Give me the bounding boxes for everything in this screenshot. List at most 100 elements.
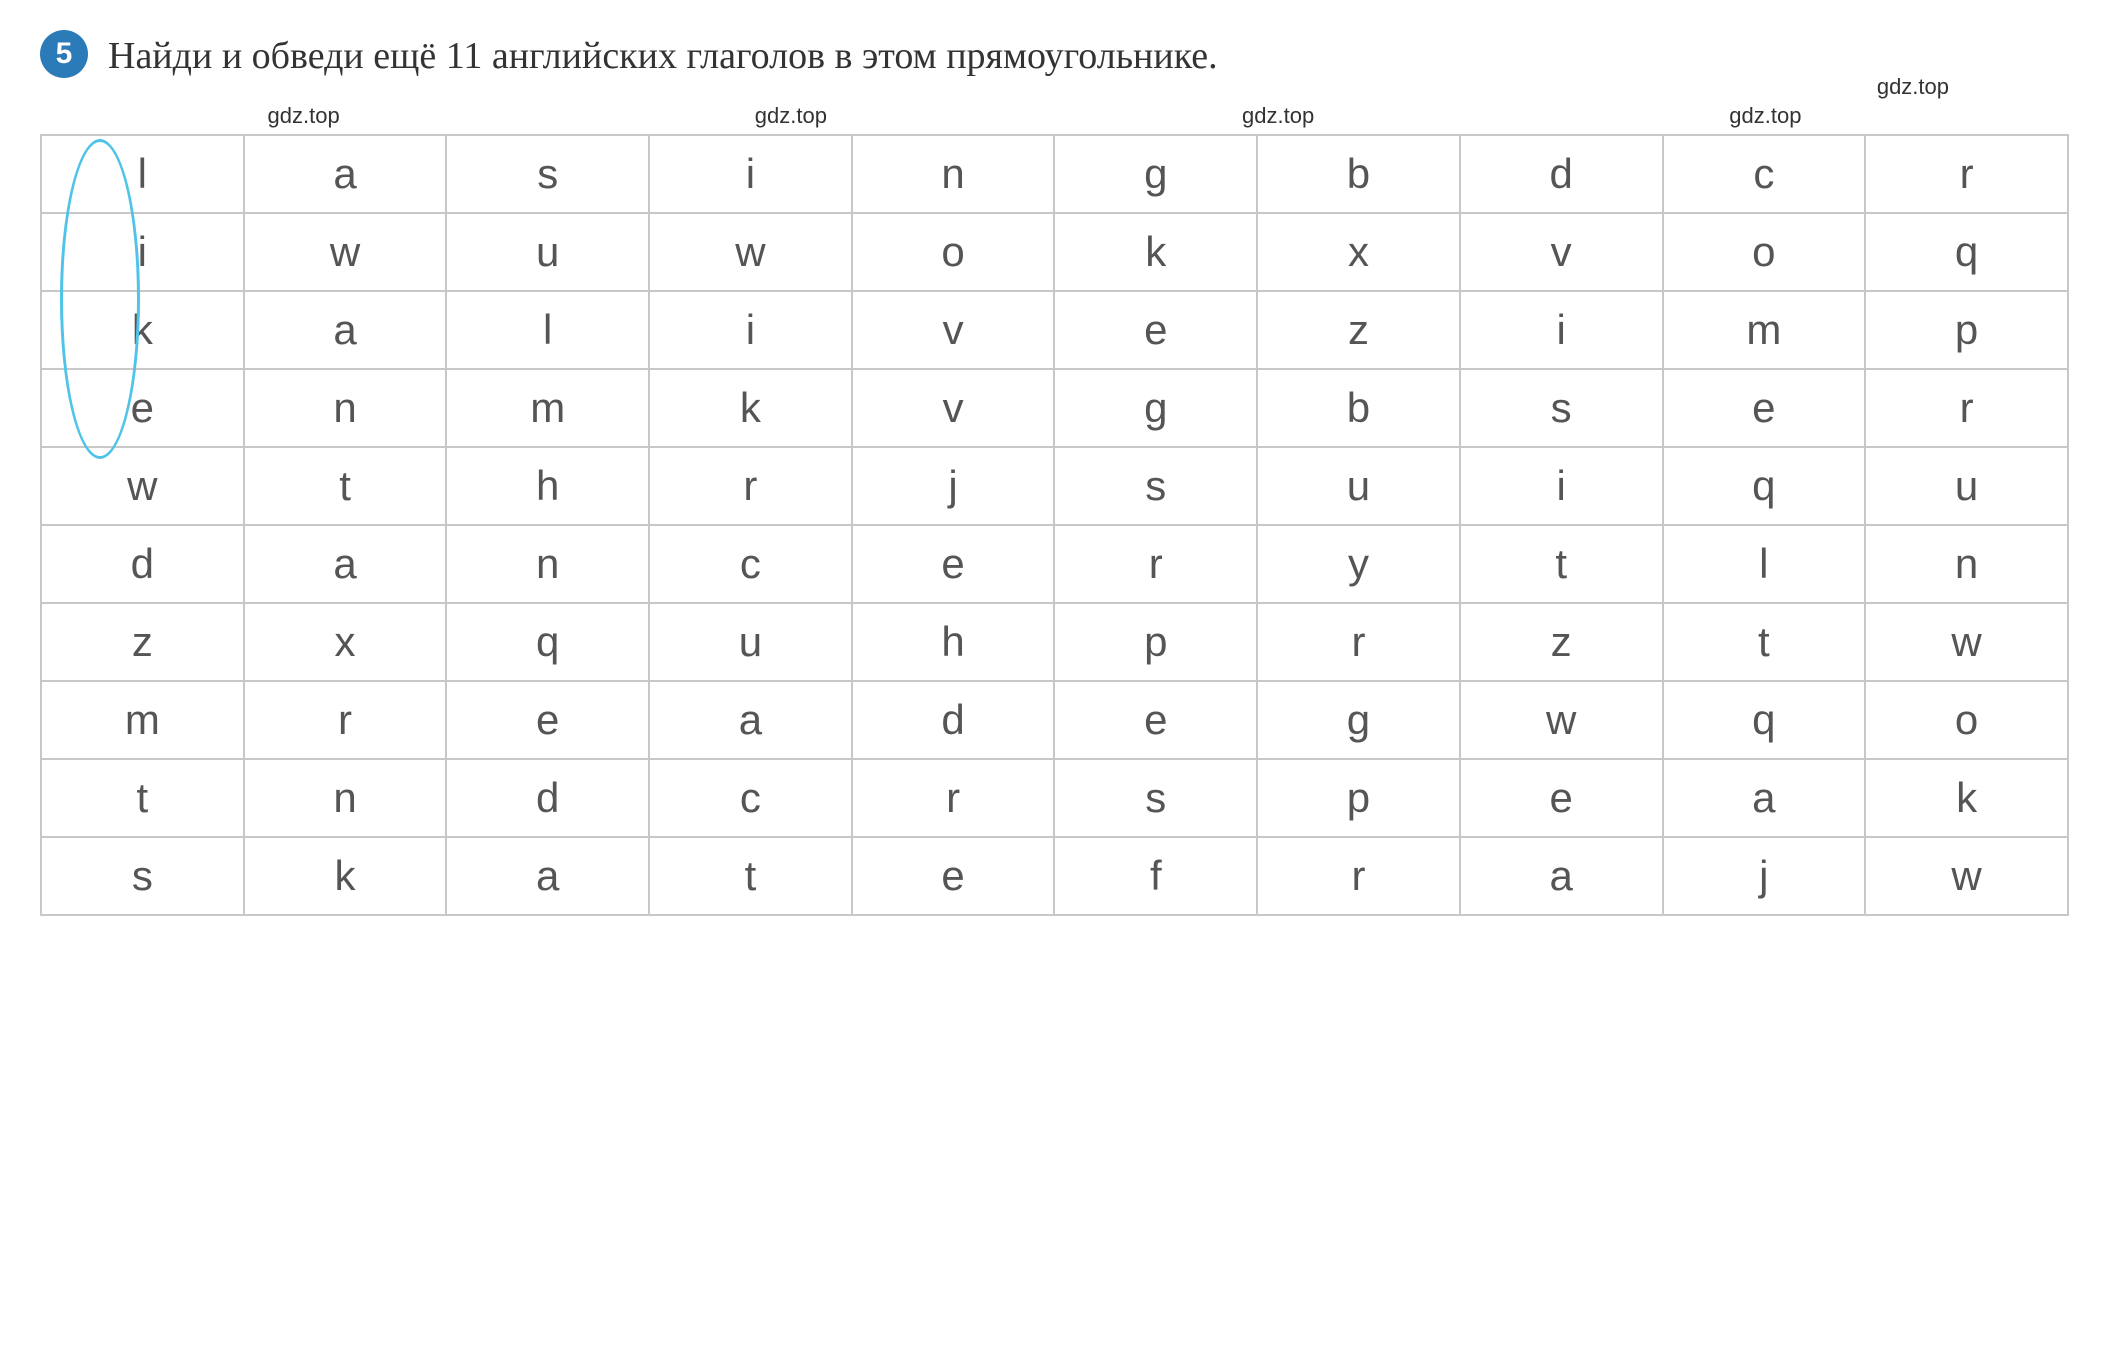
grid-cell: y: [1257, 525, 1460, 603]
grid-cell: z: [1257, 291, 1460, 369]
exercise-number-badge: 5: [40, 30, 88, 78]
grid-cell: a: [446, 837, 649, 915]
grid-cell: p: [1257, 759, 1460, 837]
grid-cell: i: [41, 213, 244, 291]
grid-cell: t: [1460, 525, 1663, 603]
grid-cell: b: [1257, 135, 1460, 213]
watermark-top-right: gdz.top: [1877, 72, 1949, 103]
grid-cell: r: [649, 447, 852, 525]
grid-row: mreadegwqo: [41, 681, 2068, 759]
grid-row: wthrjsuiqu: [41, 447, 2068, 525]
exercise-number: 5: [56, 37, 73, 71]
grid-cell: u: [1257, 447, 1460, 525]
grid-cell: s: [1460, 369, 1663, 447]
grid-cell: n: [244, 369, 447, 447]
grid-cell: e: [1460, 759, 1663, 837]
grid-cell: w: [41, 447, 244, 525]
grid-cell: w: [244, 213, 447, 291]
grid-cell: r: [1865, 369, 2068, 447]
grid-cell: m: [1663, 291, 1866, 369]
grid-row: lasingbdcr: [41, 135, 2068, 213]
grid-cell: k: [649, 369, 852, 447]
grid-cell: r: [244, 681, 447, 759]
grid-cell: i: [649, 135, 852, 213]
grid-cell: i: [1460, 291, 1663, 369]
grid-cell: e: [446, 681, 649, 759]
grid-row: dancerytln: [41, 525, 2068, 603]
grid-cell: s: [1054, 447, 1257, 525]
grid-cell: u: [649, 603, 852, 681]
grid-cell: m: [41, 681, 244, 759]
grid-cell: c: [649, 759, 852, 837]
grid-cell: k: [41, 291, 244, 369]
grid-cell: t: [244, 447, 447, 525]
grid-cell: a: [649, 681, 852, 759]
grid-cell: q: [446, 603, 649, 681]
grid-cell: c: [1663, 135, 1866, 213]
grid-cell: f: [1054, 837, 1257, 915]
watermark-1: gdz.top: [268, 103, 340, 129]
grid-cell: g: [1054, 369, 1257, 447]
grid-cell: r: [1257, 837, 1460, 915]
grid-cell: i: [1460, 447, 1663, 525]
grid-cell: a: [1663, 759, 1866, 837]
grid-cell: k: [244, 837, 447, 915]
grid-cell: e: [41, 369, 244, 447]
grid-cell: o: [1865, 681, 2068, 759]
grid-cell: a: [1460, 837, 1663, 915]
grid-cell: z: [1460, 603, 1663, 681]
grid-cell: l: [1663, 525, 1866, 603]
grid-cell: k: [1054, 213, 1257, 291]
grid-cell: w: [1460, 681, 1663, 759]
grid-cell: e: [852, 837, 1055, 915]
grid-cell: e: [1054, 291, 1257, 369]
grid-cell: k: [1865, 759, 2068, 837]
grid-cell: s: [1054, 759, 1257, 837]
grid-cell: u: [1865, 447, 2068, 525]
grid-cell: q: [1663, 681, 1866, 759]
grid-cell: x: [1257, 213, 1460, 291]
grid-cell: t: [1663, 603, 1866, 681]
grid-cell: d: [446, 759, 649, 837]
grid-row: skatefrajw: [41, 837, 2068, 915]
grid-cell: n: [852, 135, 1055, 213]
watermark-2: gdz.top: [755, 103, 827, 129]
grid-cell: t: [41, 759, 244, 837]
grid-cell: d: [41, 525, 244, 603]
grid-cell: j: [1663, 837, 1866, 915]
grid-cell: a: [244, 291, 447, 369]
watermark-row: gdz.top gdz.top gdz.top gdz.top: [40, 103, 2069, 129]
watermark-3: gdz.top: [1242, 103, 1314, 129]
grid-cell: e: [1663, 369, 1866, 447]
grid-cell: p: [1054, 603, 1257, 681]
grid-cell: t: [649, 837, 852, 915]
grid-cell: r: [1054, 525, 1257, 603]
word-search-grid: lasingbdcriwuwokxvoqkalivezimpenmkvgbser…: [40, 134, 2069, 916]
grid-cell: d: [852, 681, 1055, 759]
grid-cell: j: [852, 447, 1055, 525]
grid-cell: l: [41, 135, 244, 213]
grid-cell: w: [1865, 603, 2068, 681]
grid-cell: g: [1054, 135, 1257, 213]
grid-row: zxquhprztw: [41, 603, 2068, 681]
grid-cell: a: [244, 135, 447, 213]
grid-row: enmkvgbser: [41, 369, 2068, 447]
grid-cell: c: [649, 525, 852, 603]
word-search-grid-container: lasingbdcriwuwokxvoqkalivezimpenmkvgbser…: [40, 134, 2069, 916]
grid-cell: e: [1054, 681, 1257, 759]
grid-cell: h: [852, 603, 1055, 681]
grid-cell: v: [852, 369, 1055, 447]
grid-row: tndcrspeak: [41, 759, 2068, 837]
grid-cell: b: [1257, 369, 1460, 447]
grid-cell: g: [1257, 681, 1460, 759]
grid-cell: e: [852, 525, 1055, 603]
grid-cell: u: [446, 213, 649, 291]
grid-cell: i: [649, 291, 852, 369]
grid-cell: h: [446, 447, 649, 525]
grid-cell: q: [1865, 213, 2068, 291]
grid-cell: a: [244, 525, 447, 603]
grid-cell: w: [1865, 837, 2068, 915]
grid-cell: s: [446, 135, 649, 213]
grid-row: iwuwokxvoq: [41, 213, 2068, 291]
exercise-header: 5 Найди и обведи ещё 11 английских глаго…: [40, 30, 2069, 83]
